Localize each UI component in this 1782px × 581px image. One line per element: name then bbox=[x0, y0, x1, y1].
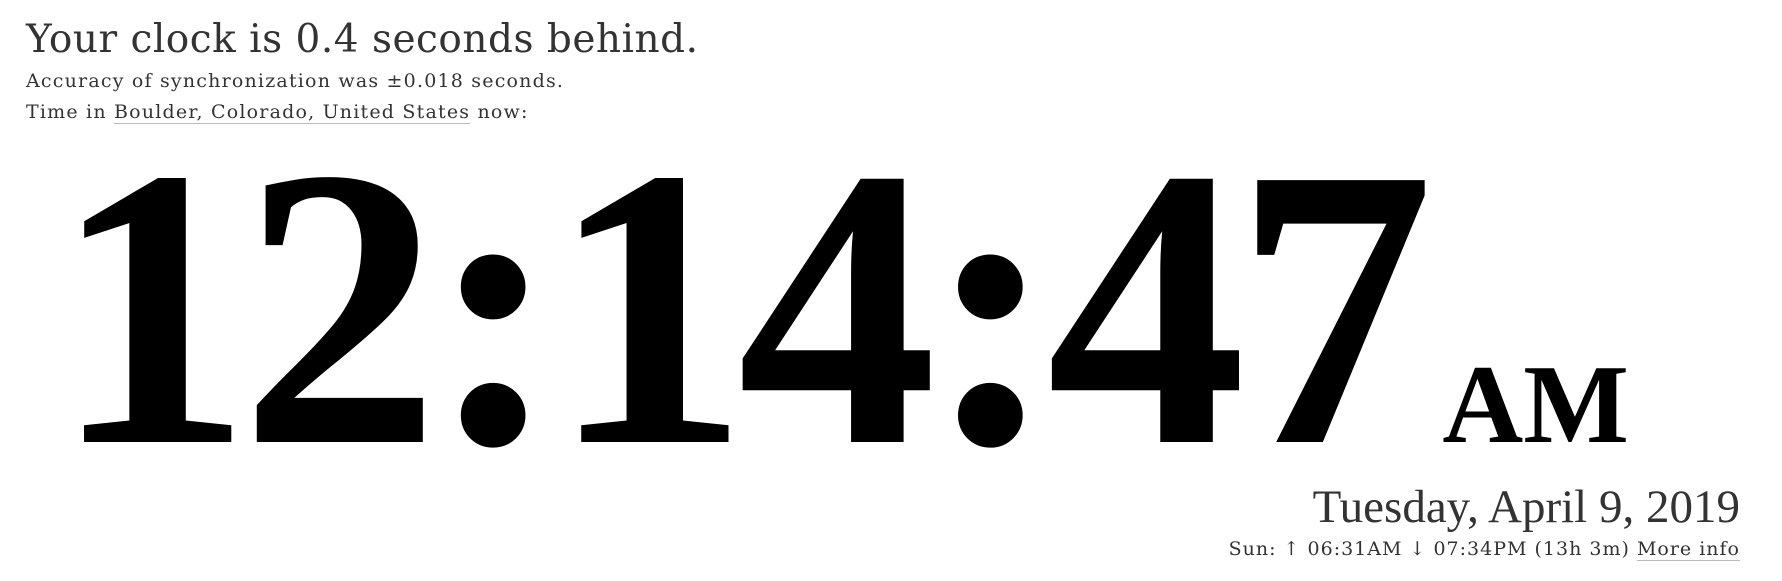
clock-time: 12:14:47 bbox=[52, 86, 1434, 529]
location-line: Time in Boulder, Colorado, United States… bbox=[26, 97, 699, 128]
location-suffix: now: bbox=[477, 101, 529, 123]
location-prefix: Time in bbox=[26, 101, 107, 123]
more-info-link[interactable]: More info bbox=[1636, 538, 1740, 561]
current-date: Tuesday, April 9, 2019 bbox=[1312, 481, 1740, 533]
day-length: (13h 3m) bbox=[1534, 538, 1630, 560]
sunset-arrow-icon: ↓ bbox=[1409, 538, 1427, 560]
sync-accuracy-text: Accuracy of synchronization was ±0.018 s… bbox=[26, 70, 565, 92]
big-clock: 12:14:47 AM bbox=[52, 108, 1629, 508]
sunrise-arrow-icon: ↑ bbox=[1283, 538, 1301, 560]
sun-info: Sun: ↑ 06:31AM ↓ 07:34PM (13h 3m) More i… bbox=[1229, 535, 1740, 563]
status-header: Your clock is 0.4 seconds behind. Accura… bbox=[26, 14, 699, 128]
clock-ampm: AM bbox=[1442, 343, 1629, 467]
location-link[interactable]: Boulder, Colorado, United States bbox=[114, 101, 471, 124]
sunrise-time: 06:31AM bbox=[1307, 538, 1403, 560]
sun-label: Sun: bbox=[1228, 538, 1277, 560]
sunset-time: 07:34PM bbox=[1433, 538, 1528, 560]
clock-offset-headline: Your clock is 0.4 seconds behind. bbox=[26, 17, 699, 62]
